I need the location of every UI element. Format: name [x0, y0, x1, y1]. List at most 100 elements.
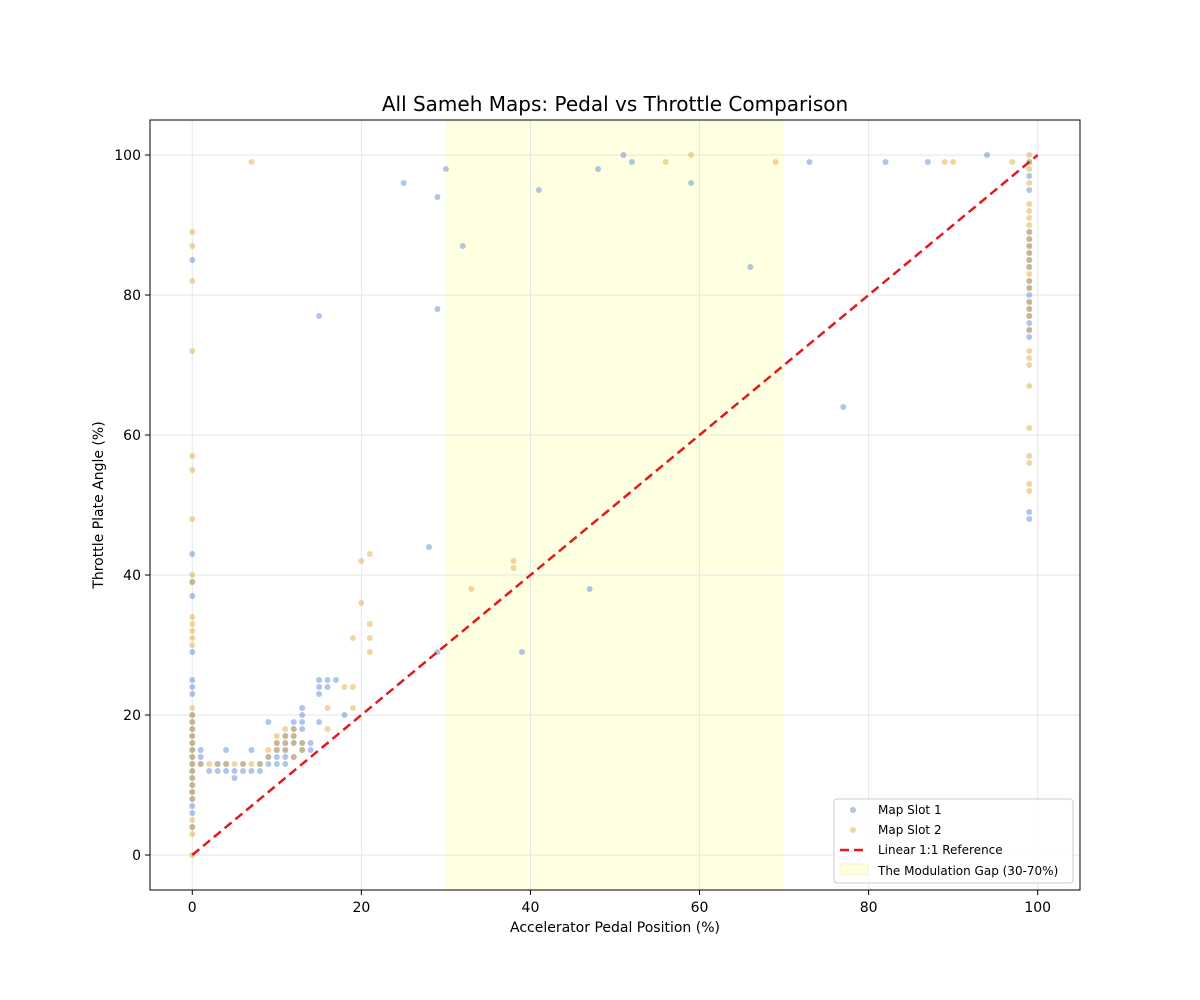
scatter-point	[349, 705, 356, 711]
scatter-point	[1026, 271, 1033, 277]
scatter-point	[189, 628, 196, 634]
scatter-point	[1026, 327, 1033, 333]
scatter-point	[1026, 313, 1033, 319]
scatter-point	[189, 551, 196, 557]
scatter-point	[189, 775, 196, 781]
scatter-point	[1026, 187, 1033, 193]
legend-label-reference-line: Linear 1:1 Reference	[878, 843, 1003, 857]
scatter-point	[189, 579, 196, 585]
scatter-point	[316, 684, 323, 690]
scatter-point	[1026, 460, 1033, 466]
scatter-point	[1026, 250, 1033, 256]
scatter-point	[1026, 257, 1033, 263]
scatter-point	[1026, 299, 1033, 305]
scatter-point	[189, 635, 196, 641]
scatter-point	[1026, 292, 1033, 298]
scatter-point	[248, 761, 255, 767]
y-tick-label: 0	[132, 848, 141, 864]
y-tick-label: 80	[123, 288, 141, 304]
scatter-point	[1026, 215, 1033, 221]
scatter-point	[206, 768, 213, 774]
scatter-point	[772, 159, 779, 165]
scatter-point	[189, 705, 196, 711]
scatter-point	[1009, 159, 1016, 165]
scatter-point	[189, 796, 196, 802]
scatter-point	[941, 159, 948, 165]
scatter-point	[273, 747, 280, 753]
scatter-point	[231, 768, 238, 774]
scatter-point	[265, 761, 272, 767]
scatter-point	[282, 740, 289, 746]
scatter-point	[290, 733, 297, 739]
legend-label-modulation-gap: The Modulation Gap (30-70%)	[877, 864, 1058, 878]
scatter-point	[189, 677, 196, 683]
scatter-point	[358, 600, 365, 606]
x-tick-label: 100	[1024, 900, 1051, 916]
scatter-point	[924, 159, 931, 165]
scatter-point	[189, 467, 196, 473]
scatter-point	[535, 187, 542, 193]
scatter-point	[214, 768, 221, 774]
scatter-point	[189, 768, 196, 774]
scatter-point	[662, 159, 669, 165]
scatter-point	[223, 747, 230, 753]
scatter-point	[189, 782, 196, 788]
scatter-point	[273, 761, 280, 767]
scatter-point	[442, 166, 449, 172]
scatter-point	[189, 761, 196, 767]
x-tick-label: 40	[522, 900, 540, 916]
scatter-point	[282, 747, 289, 753]
scatter-point	[299, 726, 306, 732]
scatter-point	[1026, 320, 1033, 326]
scatter-point	[189, 726, 196, 732]
scatter-point	[189, 516, 196, 522]
scatter-point	[189, 719, 196, 725]
scatter-point	[299, 747, 306, 753]
scatter-point	[1026, 425, 1033, 431]
y-axis-label: Throttle Plate Angle (%)	[91, 421, 107, 589]
x-axis-label: Accelerator Pedal Position (%)	[510, 920, 720, 936]
scatter-point	[366, 635, 373, 641]
scatter-point	[240, 761, 246, 767]
scatter-point	[1026, 201, 1033, 207]
plot-area	[149, 119, 1081, 891]
scatter-point	[231, 775, 238, 781]
scatter-point	[189, 243, 196, 249]
scatter-point	[290, 740, 297, 746]
scatter-point	[282, 740, 289, 746]
scatter-point	[248, 747, 255, 753]
scatter-point	[1026, 152, 1033, 158]
scatter-point	[366, 621, 373, 627]
scatter-point	[1026, 229, 1033, 235]
scatter-point	[1026, 173, 1033, 179]
scatter-point	[290, 754, 297, 760]
series-map-slot-2	[189, 152, 1033, 858]
scatter-point	[1026, 278, 1033, 284]
scatter-point	[248, 159, 255, 165]
scatter-point	[1026, 243, 1033, 249]
scatter-point	[1026, 229, 1033, 235]
scatter-point	[1026, 453, 1033, 459]
scatter-point	[290, 719, 297, 725]
scatter-point	[1026, 257, 1033, 263]
scatter-point	[282, 754, 289, 760]
scatter-point	[316, 719, 323, 725]
scatter-point	[747, 264, 754, 270]
scatter-point	[189, 621, 196, 627]
scatter-point	[1026, 313, 1033, 319]
scatter-point	[299, 740, 306, 746]
scatter-point	[189, 747, 196, 753]
legend: Map Slot 1 Map Slot 2 Linear 1:1 Referen…	[833, 798, 1074, 884]
scatter-point	[189, 824, 196, 830]
scatter-point	[231, 761, 238, 767]
scatter-point	[189, 775, 196, 781]
scatter-point	[620, 152, 627, 158]
scatter-point	[349, 684, 356, 690]
legend-marker-modulation-gap	[839, 863, 869, 876]
y-tick-label: 100	[114, 148, 141, 164]
scatter-point	[273, 733, 280, 739]
legend-marker-map-slot-1	[850, 807, 856, 813]
x-tick-label: 20	[352, 900, 370, 916]
scatter-point	[316, 691, 323, 697]
